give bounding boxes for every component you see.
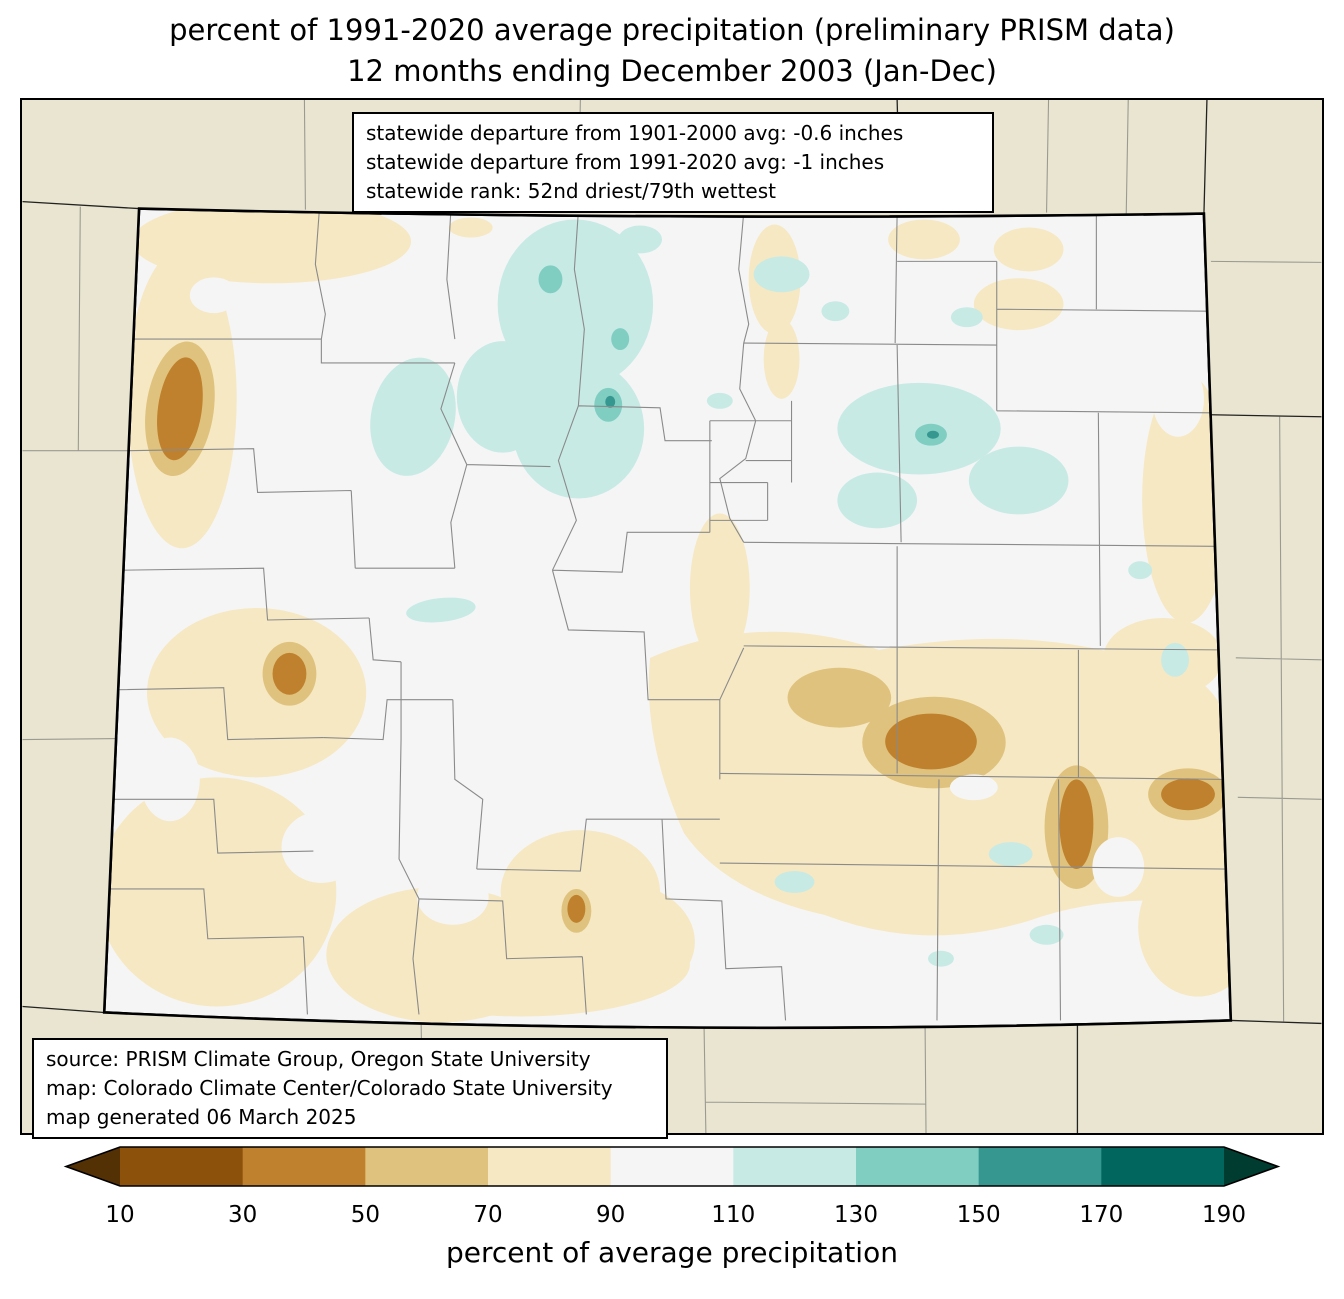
stats-line-2: statewide departure from 1991-2020 avg: … [366, 150, 885, 174]
colorbar-tick: 70 [473, 1202, 502, 1228]
colorbar-tick: 170 [1079, 1202, 1123, 1228]
colorbar-label: percent of average precipitation [446, 1236, 898, 1269]
source-line-3: map generated 06 March 2025 [46, 1105, 357, 1129]
colorbar-area: 10 30 50 70 90 110 130 150 170 190 [20, 1140, 1324, 1235]
colorbar-tick: 30 [228, 1202, 257, 1228]
colorbar-tick: 50 [351, 1202, 380, 1228]
colorbar-segment [1101, 1147, 1225, 1186]
statewide-stats-box: statewide departure from 1901-2000 avg: … [352, 112, 994, 213]
source-line-1: source: PRISM Climate Group, Oregon Stat… [46, 1047, 591, 1071]
colorbar-outline [63, 1146, 1281, 1187]
colorbar-tick: 10 [105, 1202, 134, 1228]
colorbar-segment [120, 1147, 244, 1186]
colorbar-tick: 190 [1202, 1202, 1246, 1228]
colorbar-arrow-right [1224, 1147, 1278, 1186]
colorbar-tick: 90 [596, 1202, 625, 1228]
county-lines [110, 209, 1226, 1021]
patch-90-110-mottle [140, 277, 1204, 925]
source-line-2: map: Colorado Climate Center/Colorado St… [46, 1076, 613, 1100]
colorado-precip-map [22, 100, 1322, 1133]
colorbar-segment [856, 1147, 980, 1186]
patch-white-holes [949, 774, 1145, 897]
colorbar-segment [733, 1147, 857, 1186]
colorbar-arrow-left [66, 1147, 120, 1186]
map-frame: statewide departure from 1901-2000 avg: … [20, 98, 1324, 1139]
patch-150-170 [605, 395, 939, 439]
title-line-1: percent of 1991-2020 average precipitati… [169, 13, 1175, 47]
state-border-outline [102, 207, 1233, 1030]
colorbar-segment [242, 1147, 366, 1186]
page-title: percent of 1991-2020 average precipitati… [0, 10, 1344, 91]
source-credit-box: source: PRISM Climate Group, Oregon Stat… [32, 1038, 668, 1139]
colorbar-segment [610, 1147, 734, 1186]
colorbar-segment [365, 1147, 489, 1186]
precip-patches [104, 208, 1231, 1028]
colorbar-segment [488, 1147, 612, 1186]
patch-130-150 [538, 265, 947, 446]
colorbar-tick: 110 [711, 1202, 755, 1228]
colorbar-segment [978, 1147, 1102, 1186]
stats-line-1: statewide departure from 1901-2000 avg: … [366, 121, 904, 145]
title-line-2: 12 months ending December 2003 (Jan-Dec) [347, 53, 997, 88]
colorbar-tick: 130 [834, 1202, 878, 1228]
colorbar-tick: 150 [957, 1202, 1001, 1228]
patch-110-130 [370, 219, 1189, 967]
patch-30-50 [157, 357, 1215, 923]
colorbar: 10 30 50 70 90 110 130 150 170 190 [63, 1146, 1281, 1228]
stats-line-3: statewide rank: 52nd driest/79th wettest [366, 179, 776, 203]
